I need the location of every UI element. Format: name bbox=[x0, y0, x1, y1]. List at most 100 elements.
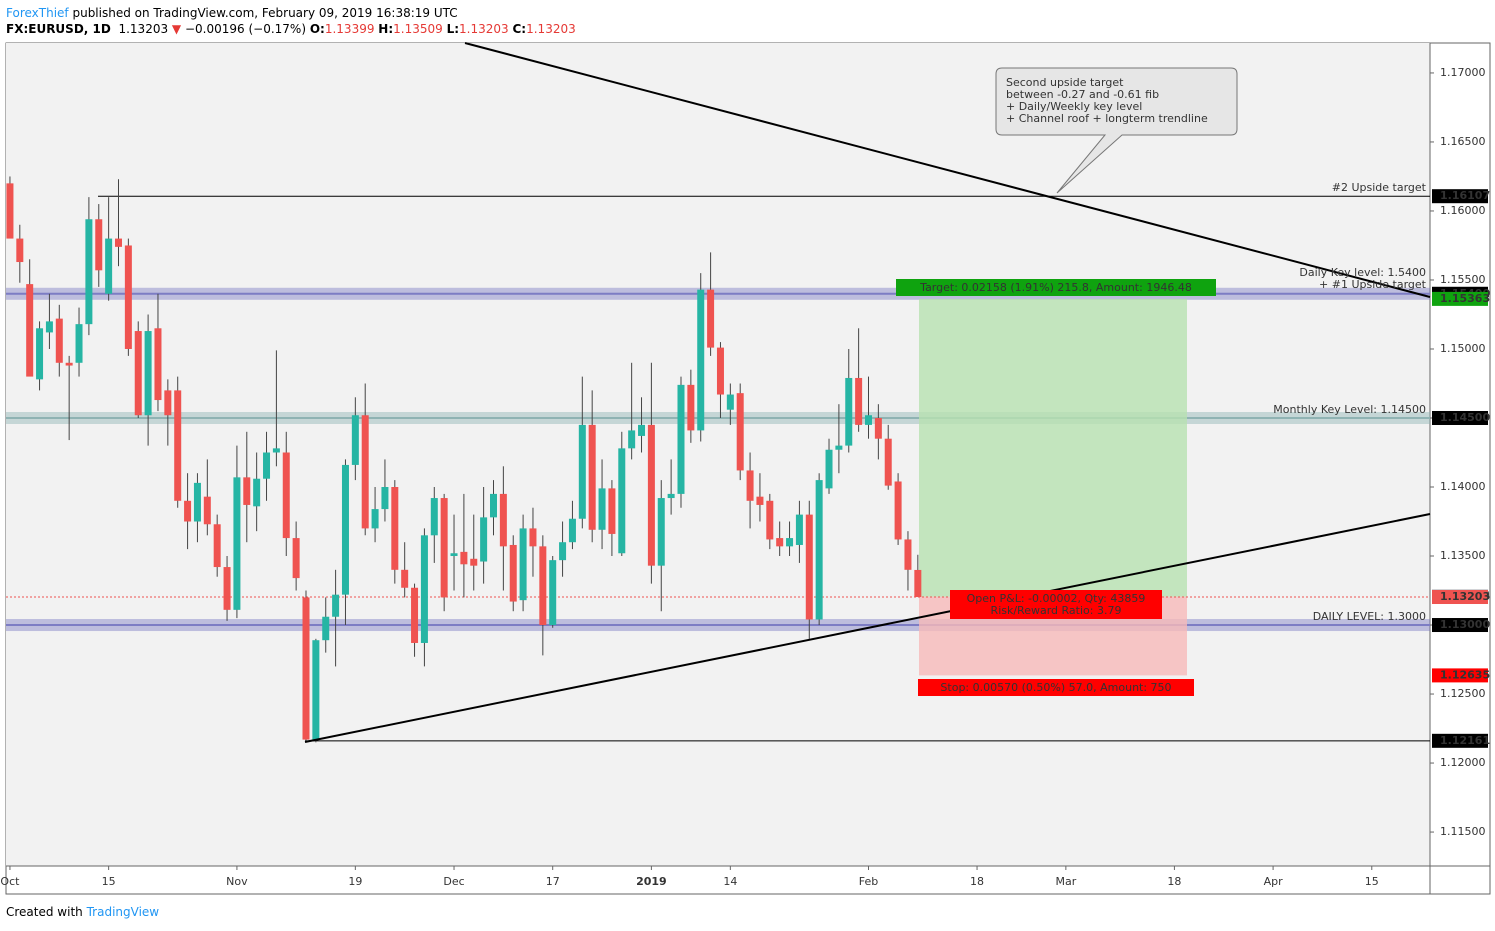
candle-body bbox=[776, 538, 784, 547]
candle-body bbox=[657, 498, 665, 566]
candle-body bbox=[381, 487, 389, 510]
annotation: Monthly Key Level: 1.14500 bbox=[1273, 403, 1426, 416]
candle-body bbox=[430, 498, 438, 536]
callout-text: between -0.27 and -0.61 fib bbox=[1006, 88, 1159, 101]
candle-body bbox=[420, 535, 428, 643]
trendline bbox=[304, 513, 1431, 743]
trendline bbox=[464, 42, 1431, 298]
stop-label-bg bbox=[918, 679, 1194, 696]
price-label: 1.16107 bbox=[1440, 189, 1490, 202]
candle-body bbox=[726, 394, 734, 410]
candle-body bbox=[884, 438, 892, 486]
candle-body bbox=[351, 415, 359, 465]
candle-body bbox=[302, 597, 310, 740]
callout-text: + Channel roof + longterm trendline bbox=[1006, 112, 1208, 125]
candle-body bbox=[805, 514, 813, 620]
candle-body bbox=[568, 518, 576, 543]
candle-body bbox=[341, 464, 349, 595]
candle-body bbox=[766, 500, 774, 540]
candle-body bbox=[815, 480, 823, 620]
candle-body bbox=[489, 493, 497, 518]
candle-body bbox=[716, 347, 724, 395]
candle-body bbox=[253, 478, 261, 507]
candle-body bbox=[904, 539, 912, 570]
candle-body bbox=[519, 528, 527, 601]
candle-body bbox=[213, 524, 221, 568]
candle-body bbox=[105, 238, 113, 294]
candle-body bbox=[401, 569, 409, 588]
c: 1.13203 bbox=[526, 22, 576, 36]
pnl-label-bg bbox=[950, 590, 1162, 619]
candle-body bbox=[243, 477, 251, 505]
x-tick-label: Oct bbox=[0, 875, 20, 888]
candle-body bbox=[36, 328, 44, 380]
x-tick-label: 14 bbox=[723, 875, 737, 888]
y-tick-label: 1.12500 bbox=[1440, 687, 1486, 700]
callout-box bbox=[995, 67, 1238, 194]
candle-body bbox=[786, 538, 794, 547]
symbol: FX:EURUSD, 1D bbox=[6, 22, 111, 36]
price-label-bg bbox=[1432, 668, 1488, 683]
candle-body bbox=[411, 587, 419, 643]
candle-body bbox=[894, 481, 902, 540]
c-label: C: bbox=[512, 22, 527, 36]
target-zone bbox=[919, 298, 1187, 597]
price-label: 1.13203 bbox=[1440, 590, 1490, 603]
price-label: 1.15363 bbox=[1440, 292, 1490, 305]
price-label: 1.12635 bbox=[1440, 668, 1490, 681]
candle-body bbox=[332, 594, 340, 617]
header: ForexThief published on TradingView.com,… bbox=[6, 5, 576, 37]
candle-body bbox=[233, 477, 241, 610]
annotation: + #1 Upside target bbox=[1319, 278, 1427, 291]
candle-body bbox=[223, 567, 231, 610]
y-tick-label: 1.16000 bbox=[1440, 204, 1486, 217]
candle-body bbox=[322, 616, 330, 641]
h-label: H: bbox=[378, 22, 394, 36]
target-label: Target: 0.02158 (1.91%) 215.8, Amount: 1… bbox=[919, 281, 1192, 294]
y-tick-label: 1.15000 bbox=[1440, 342, 1486, 355]
candle-body bbox=[26, 284, 34, 377]
x-tick-label: 18 bbox=[970, 875, 984, 888]
callout-text: + Daily/Weekly key level bbox=[1006, 100, 1142, 113]
candle-body bbox=[174, 390, 182, 501]
change: −0.00196 (−0.17%) bbox=[184, 22, 307, 36]
candle-body bbox=[677, 384, 685, 494]
o-label: O: bbox=[309, 22, 325, 36]
callout-text: Second upside target bbox=[1006, 76, 1124, 89]
candle-body bbox=[85, 219, 93, 325]
candle-body bbox=[470, 558, 478, 566]
x-tick-label: Nov bbox=[226, 875, 248, 888]
candle-body bbox=[391, 487, 399, 570]
h: 1.13509 bbox=[393, 22, 443, 36]
candle-body bbox=[499, 493, 507, 547]
candle-body bbox=[361, 415, 369, 529]
candle-body bbox=[559, 542, 567, 561]
candle-body bbox=[578, 424, 586, 519]
target-label-bg bbox=[896, 279, 1216, 296]
created: Created with bbox=[6, 905, 83, 919]
brand: TradingView bbox=[86, 905, 160, 919]
candle-body bbox=[282, 452, 290, 539]
last: 1.13203 bbox=[118, 22, 169, 36]
x-tick-label: 18 bbox=[1167, 875, 1181, 888]
candle-body bbox=[440, 498, 448, 598]
candle-body bbox=[134, 331, 142, 416]
footer: Created with TradingView bbox=[6, 905, 159, 919]
candle-body bbox=[736, 393, 744, 471]
candle-body bbox=[845, 377, 853, 446]
candle-body bbox=[154, 328, 162, 401]
candle-body bbox=[6, 183, 14, 239]
candle-body bbox=[509, 544, 517, 602]
published: published on TradingView.com, February 0… bbox=[72, 6, 458, 20]
candle-body bbox=[16, 238, 24, 263]
candle-body bbox=[795, 514, 803, 545]
candle-body bbox=[164, 390, 172, 416]
annotation: DAILY LEVEL: 1.3000 bbox=[1313, 610, 1426, 623]
x-tick-label: Feb bbox=[859, 875, 878, 888]
candle-body bbox=[638, 424, 646, 436]
x-tick-label: 15 bbox=[102, 875, 116, 888]
price-label-bg bbox=[1432, 733, 1488, 748]
y-tick-label: 1.15500 bbox=[1440, 273, 1486, 286]
